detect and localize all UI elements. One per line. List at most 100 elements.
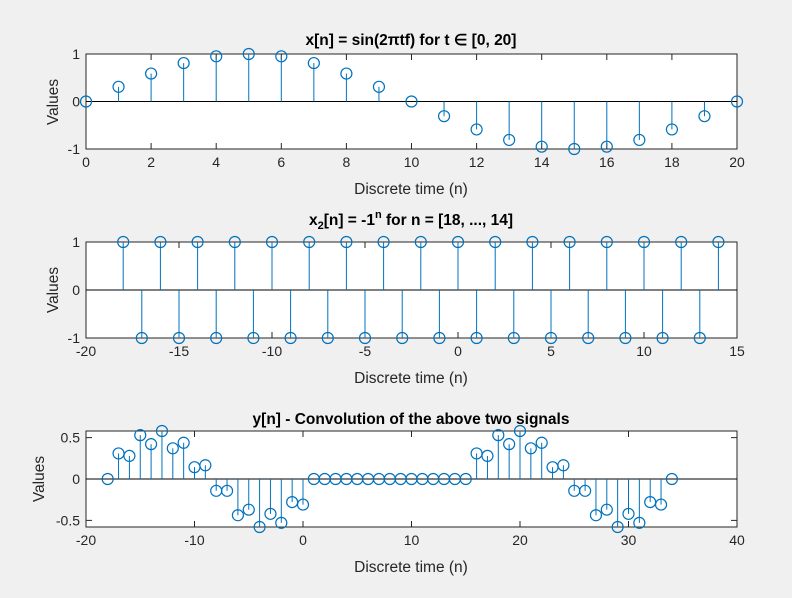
stem-marker xyxy=(253,520,266,534)
subplot-2-xlabel: Discrete time (n) xyxy=(354,370,468,387)
stem-marker xyxy=(303,235,316,249)
stem-marker xyxy=(321,331,334,345)
stem-marker xyxy=(481,449,494,463)
x-tick-label: 16 xyxy=(599,154,615,170)
stem-marker xyxy=(589,509,603,522)
subplot-3-xlabel: Discrete time (n) xyxy=(354,559,468,576)
x-tick-label: -10 xyxy=(184,532,204,548)
stem-marker xyxy=(405,95,418,108)
x-tick-label: 4 xyxy=(212,154,220,170)
subplot-2-ylabel: Values xyxy=(45,267,62,313)
x-tick-label: -20 xyxy=(76,343,96,359)
stem-marker xyxy=(275,50,288,63)
y-tick-label: 0 xyxy=(72,94,80,110)
stem-marker xyxy=(568,142,581,156)
stem-marker xyxy=(372,80,386,93)
stem-marker xyxy=(633,133,646,147)
x-tick-label: -20 xyxy=(76,532,96,548)
stem-marker xyxy=(377,235,390,249)
stem-marker xyxy=(210,50,223,63)
stem-marker xyxy=(600,235,613,249)
x-tick-label: -5 xyxy=(359,343,372,359)
subplot-2-ticks: -20 -15 -10 -5 0 5 10 15-101 xyxy=(68,234,745,359)
stem-marker xyxy=(535,140,548,153)
stem-marker xyxy=(220,484,234,497)
stem-marker xyxy=(199,459,212,472)
stem-marker xyxy=(172,331,186,345)
stem-marker xyxy=(730,95,744,108)
subplot-2-title-sub: 2 xyxy=(318,220,324,232)
stem-marker xyxy=(544,331,558,345)
stem-marker xyxy=(79,95,93,108)
stem-marker xyxy=(619,331,632,345)
stem-marker xyxy=(437,110,451,123)
subplot-1: x[n] = sin(2πtf) for t ∈ [0, 20] Discret… xyxy=(45,32,745,198)
stem-marker xyxy=(712,235,725,249)
subplot-2-title-sup: n xyxy=(375,209,382,221)
stem-marker xyxy=(563,235,576,249)
subplot-2: x2[n] = -1n for n = [18, ..., 14] Discre… xyxy=(45,209,745,387)
stem-marker xyxy=(247,331,260,345)
subplot-1-xlabel: Discrete time (n) xyxy=(354,181,468,198)
x-tick-label: -10 xyxy=(262,343,282,359)
stem-marker xyxy=(112,80,125,93)
stem-marker xyxy=(489,235,502,249)
stem-marker xyxy=(340,235,353,249)
stem-marker xyxy=(633,516,646,529)
stem-marker xyxy=(600,503,613,516)
stem-marker xyxy=(470,123,483,136)
y-tick-label: 0 xyxy=(72,282,80,298)
y-tick-label: 1 xyxy=(72,234,80,250)
subplot-3-title: y[n] - Convolution of the above two sign… xyxy=(253,411,570,428)
stem-marker xyxy=(117,235,130,249)
stem-marker xyxy=(155,424,169,438)
stem-marker xyxy=(622,507,635,520)
stem-marker xyxy=(665,472,679,486)
subplot-2-title-mid: [n] = -1 xyxy=(324,212,376,229)
y-tick-label: -0.5 xyxy=(56,512,80,528)
x-tick-label: 20 xyxy=(512,532,528,548)
stem-marker xyxy=(145,438,158,451)
stem-marker xyxy=(228,235,241,249)
stem-marker xyxy=(358,331,372,345)
stem-marker xyxy=(535,436,548,449)
y-tick-label: 1 xyxy=(72,46,80,62)
stem-marker xyxy=(433,331,446,345)
stem-marker xyxy=(242,503,255,516)
x-tick-label: 0 xyxy=(299,532,307,548)
x-tick-label: 10 xyxy=(404,154,420,170)
subplot-1-stems xyxy=(79,47,744,156)
stem-marker xyxy=(396,331,409,345)
stem-marker xyxy=(503,133,516,147)
subplot-3: y[n] - Convolution of the above two sign… xyxy=(31,411,745,576)
x-tick-label: -15 xyxy=(169,343,189,359)
stem-marker xyxy=(242,47,255,61)
x-tick-label: 40 xyxy=(729,532,745,548)
stem-marker xyxy=(557,459,570,472)
x-tick-label: 0 xyxy=(82,154,90,170)
x-tick-label: 5 xyxy=(547,343,555,359)
stem-marker xyxy=(513,424,527,438)
stem-marker xyxy=(459,472,472,486)
stem-marker xyxy=(191,235,204,249)
stem-marker xyxy=(177,436,190,449)
x-tick-label: 10 xyxy=(404,532,420,548)
y-tick-label: -1 xyxy=(68,141,81,157)
stem-marker xyxy=(654,498,668,511)
stem-marker xyxy=(210,331,223,345)
stem-marker xyxy=(524,442,537,455)
stem-marker xyxy=(307,56,320,70)
x-tick-label: 20 xyxy=(729,154,745,170)
subplot-1-ticks: 0 2 4 6 8 10 12 14 16 18 20-101 xyxy=(68,46,745,170)
stem-marker xyxy=(578,484,592,497)
stem-marker xyxy=(296,498,310,511)
stem-marker xyxy=(675,235,688,249)
subplot-2-title: x2[n] = -1n for n = [18, ..., 14] xyxy=(309,209,513,232)
stem-marker xyxy=(275,516,288,529)
x-tick-label: 8 xyxy=(343,154,351,170)
subplot-3-ylabel: Values xyxy=(31,456,48,502)
stem-marker xyxy=(231,509,244,522)
stem-marker xyxy=(526,235,539,249)
y-tick-label: 0 xyxy=(72,471,80,487)
